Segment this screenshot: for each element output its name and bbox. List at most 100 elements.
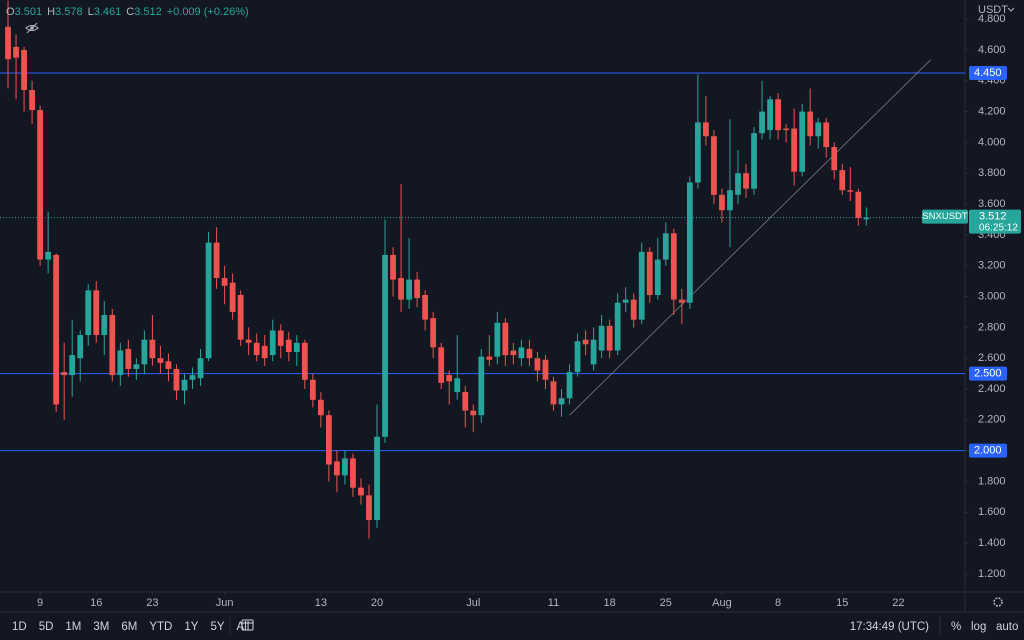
trendline xyxy=(569,59,931,416)
y-tick-label: 4.600 xyxy=(978,44,1006,56)
candle-body xyxy=(29,90,35,111)
candle-body xyxy=(703,122,709,137)
candle-body xyxy=(157,358,164,363)
symbol-badge xyxy=(922,209,968,224)
candle-body xyxy=(101,315,108,336)
x-tick-label: 11 xyxy=(548,597,559,609)
candle-body xyxy=(173,368,180,391)
candle-body xyxy=(470,410,477,416)
countdown: 06:25:12 xyxy=(979,222,1018,233)
visibility-icon[interactable] xyxy=(25,22,39,34)
candle-body xyxy=(574,341,581,373)
candle-body xyxy=(686,182,693,303)
range-button[interactable]: 1Y xyxy=(184,621,198,633)
candle-body xyxy=(245,339,252,343)
candle-body xyxy=(831,147,838,171)
candle-body xyxy=(582,339,589,345)
candle-body xyxy=(550,381,557,405)
candle-body xyxy=(751,133,757,189)
x-tick-label: 13 xyxy=(315,597,327,609)
range-button[interactable]: 3M xyxy=(93,621,109,633)
log-toggle[interactable]: log xyxy=(971,621,986,633)
legend-key: H xyxy=(47,6,55,18)
auto-toggle[interactable]: auto xyxy=(996,621,1018,633)
plot-area xyxy=(0,0,965,539)
candle-body xyxy=(454,378,461,393)
x-tick-label: Jul xyxy=(466,597,480,609)
candle-body xyxy=(205,242,212,359)
legend-value: 3.501 xyxy=(15,6,43,18)
candle-body xyxy=(13,46,19,58)
candle-body xyxy=(317,399,324,416)
range-button[interactable]: 1M xyxy=(65,621,81,633)
candle-body xyxy=(221,278,228,286)
candle-body xyxy=(438,347,445,383)
candle-body xyxy=(53,254,60,405)
candle-body xyxy=(93,290,100,336)
date-range-icon[interactable] xyxy=(241,619,254,631)
candle-body xyxy=(350,458,356,488)
candle-body xyxy=(719,194,725,211)
legend-value: 3.512 xyxy=(134,6,162,18)
price-badge-label: 2.500 xyxy=(974,368,1002,380)
candle-body xyxy=(149,339,156,359)
symbol-label: SNXUSDT xyxy=(922,211,968,222)
y-tick-label: 2.600 xyxy=(978,352,1006,364)
y-tick-label: 4.200 xyxy=(978,105,1006,117)
currency[interactable]: USDT xyxy=(978,4,1008,16)
x-tick-label: 25 xyxy=(660,597,672,609)
settings-icon[interactable] xyxy=(993,597,1003,607)
candle-body xyxy=(526,348,533,359)
x-tick-label: 8 xyxy=(775,597,781,609)
candle-body xyxy=(775,99,781,131)
candle-body xyxy=(133,364,140,369)
range-button[interactable]: 1D xyxy=(12,621,27,633)
candle-body xyxy=(342,458,348,476)
candle-body xyxy=(694,122,701,183)
x-tick-label: 18 xyxy=(604,597,616,609)
candle-body xyxy=(117,350,124,376)
candle-body xyxy=(61,372,68,376)
candle-body xyxy=(791,128,798,172)
candle-body xyxy=(558,398,565,405)
candle-body xyxy=(839,170,846,191)
range-button[interactable]: 5Y xyxy=(210,621,224,633)
y-tick-label: 2.800 xyxy=(978,321,1006,333)
range-button[interactable]: YTD xyxy=(149,621,172,633)
candle-body xyxy=(502,322,509,356)
y-tick-label: 3.000 xyxy=(978,290,1006,302)
candle-body xyxy=(309,379,316,400)
candle-body xyxy=(237,294,244,340)
price-badge xyxy=(969,443,1007,458)
candle-body xyxy=(630,299,637,320)
candle-body xyxy=(189,375,196,380)
candle-body xyxy=(285,339,292,353)
candle-body xyxy=(815,122,822,137)
candle-body xyxy=(213,242,220,279)
candle-body xyxy=(590,339,597,365)
candle-body xyxy=(382,254,388,437)
range-button[interactable]: 5D xyxy=(39,621,54,633)
legend-value: 3.578 xyxy=(55,6,83,18)
candle-body xyxy=(654,259,661,295)
price-badge xyxy=(969,66,1007,81)
price-badge-label: 2.000 xyxy=(974,445,1002,457)
clock[interactable]: 17:34:49 (UTC) xyxy=(850,621,929,633)
range-button[interactable]: 6M xyxy=(121,621,137,633)
currency-caret[interactable] xyxy=(1007,7,1015,12)
candle-body xyxy=(197,358,204,379)
percent-toggle[interactable]: % xyxy=(951,621,961,633)
x-tick-label: 16 xyxy=(90,597,102,609)
y-tick-label: 1.400 xyxy=(978,537,1006,549)
candle-body xyxy=(542,359,549,380)
y-tick-label: 1.600 xyxy=(978,506,1006,518)
candle-body xyxy=(767,99,773,131)
y-tick-label: 3.600 xyxy=(978,198,1006,210)
last-price-label: 3.512 xyxy=(979,211,1007,223)
candle-body xyxy=(85,290,92,336)
y-tick-label: 1.200 xyxy=(978,568,1006,580)
y-tick-label: 4.000 xyxy=(978,136,1006,148)
candle-body xyxy=(325,415,332,465)
candle-body xyxy=(711,136,717,195)
